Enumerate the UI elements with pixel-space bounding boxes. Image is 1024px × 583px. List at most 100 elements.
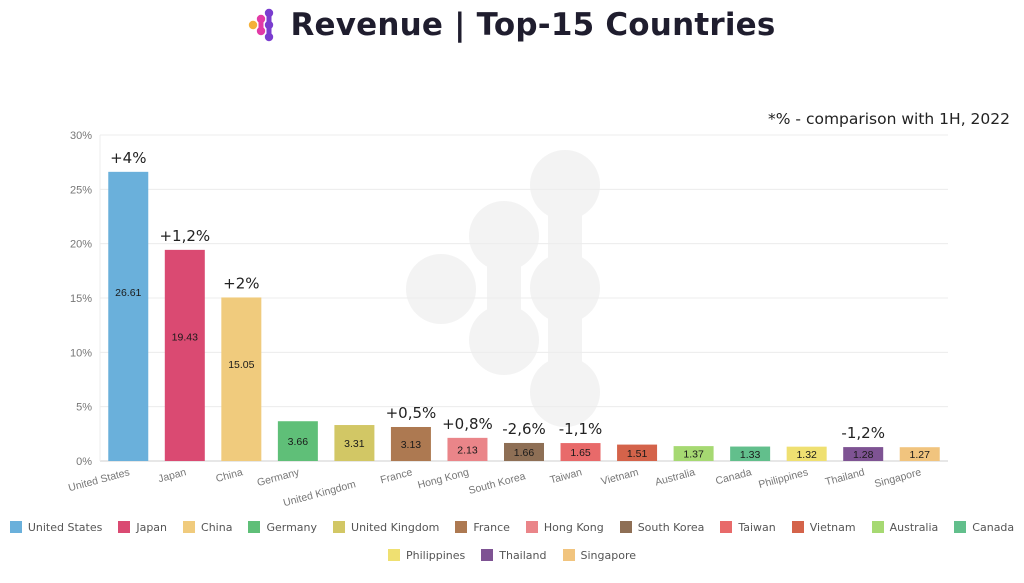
legend-label: Japan [136,520,168,534]
x-tick-label: Thailand [824,466,866,488]
legend-label: Germany [266,520,318,534]
legend-swatch [481,549,494,561]
x-tick-label: Hong Kong [416,466,470,491]
bar[interactable] [334,425,375,461]
bar[interactable] [108,171,149,461]
legend-label: Singapore [580,548,637,562]
bar-value-label: 1.65 [570,447,591,459]
legend-swatch [248,521,261,533]
bar[interactable] [164,249,205,461]
change-annotation: +4% [110,149,146,167]
change-annotation: -1,1% [559,420,603,438]
x-tick-label: United Kingdom [282,478,358,509]
comparison-note: *% - comparison with 1H, 2022 [768,110,1010,128]
legend-swatch [9,521,22,533]
bar-value-label: 1.33 [740,449,761,461]
legend-item[interactable]: Philippines [387,548,466,562]
bar[interactable] [786,446,827,461]
legend-swatch [562,549,575,561]
chart-legend: United States Japan China Germany United Kin… [0,516,1024,572]
bar-value-label: 26.61 [115,287,141,299]
bar[interactable] [899,447,940,461]
y-tick-label: 0% [76,456,92,468]
bar-value-label: 19.43 [172,332,198,344]
x-tick-label: Germany [256,466,302,489]
legend-item[interactable]: United States [9,520,103,534]
legend-swatch [525,521,538,533]
bar[interactable] [447,437,488,461]
legend-item[interactable]: China [183,521,232,534]
y-tick-label: 5% [76,402,92,414]
bar-value-label: 3.66 [288,436,309,448]
legend-item[interactable]: Australia [871,521,938,534]
x-tick-label: France [379,466,414,486]
legend-item[interactable]: South Korea [619,521,704,534]
change-annotation: +1,2% [159,227,210,245]
dots-logo-icon [249,8,274,42]
legend-item[interactable]: Singapore [562,548,637,562]
legend-swatch [871,521,884,533]
bar[interactable] [504,442,544,461]
legend-item[interactable]: Canada [954,521,1014,534]
legend-label: Philippines [405,548,466,562]
y-tick-label: 15% [70,293,92,305]
y-tick-label: 30% [70,130,92,142]
change-annotation: +0,8% [442,415,493,433]
legend-label: Taiwan [738,520,776,534]
legend-item[interactable]: Taiwan [720,520,776,534]
legend-swatch [619,521,632,533]
y-tick-label: 10% [70,347,92,359]
x-tick-label: Philippines [757,466,809,491]
legend-swatch [455,521,468,533]
bar[interactable] [221,297,262,461]
legend-label: Vietnam [809,520,856,534]
x-tick-label: Singapore [873,466,923,490]
legend-item[interactable]: Thailand [481,549,547,562]
bar-value-label: 3.31 [344,438,365,450]
change-annotation: -1,2% [841,424,885,442]
legend-swatch [791,521,804,533]
legend-item[interactable]: France [455,521,510,534]
legend-swatch [183,521,196,533]
y-tick-label: 20% [70,239,92,251]
bar-value-label: 1.66 [514,447,535,459]
legend-item[interactable]: United Kingdom [333,521,439,534]
bar[interactable] [730,446,771,461]
bar-value-label: 15.05 [228,359,254,371]
x-tick-label: Vietnam [600,466,640,488]
legend-item[interactable]: Hong Kong [525,520,604,534]
legend-item[interactable]: Vietnam [791,520,856,534]
bar[interactable] [617,444,658,461]
legend-item[interactable]: Japan [118,521,167,534]
legend-label: Hong Kong [543,520,604,534]
bar-value-label: 1.28 [853,449,874,461]
watermark-logo-icon [406,150,600,427]
legend-swatch [720,521,733,533]
legend-swatch [954,521,967,533]
change-annotation: -2,6% [502,420,546,438]
change-annotation: +2% [223,274,259,292]
legend-label: United Kingdom [351,520,440,534]
bar[interactable] [277,421,318,461]
legend-label: France [473,520,510,534]
legend-row: Philippines Thailand Singapore [0,544,1024,566]
bar-chart: 0% 5% 10% 15% 20% 25% 30% 26.61 19.43 15.05 3.66 3… [67,130,948,509]
x-tick-label: South Korea [467,470,527,497]
bar-value-label: 1.51 [627,448,648,460]
change-annotation: +0,5% [386,404,437,422]
legend-swatch [387,549,400,561]
legend-label: United States [27,520,103,534]
bar[interactable] [390,426,431,461]
bar-value-label: 2.13 [457,444,478,456]
x-tick-label: Taiwan [549,466,584,486]
legend-swatch [118,521,131,533]
bar-value-label: 1.37 [683,449,704,461]
bar[interactable] [560,443,601,461]
bar[interactable] [843,447,884,461]
bar[interactable] [673,446,714,461]
x-tick-label: China [215,466,245,485]
legend-label: China [201,520,233,534]
legend-item[interactable]: Germany [248,521,317,534]
x-tick-label: Canada [714,466,753,487]
bar-value-label: 3.13 [401,439,422,451]
